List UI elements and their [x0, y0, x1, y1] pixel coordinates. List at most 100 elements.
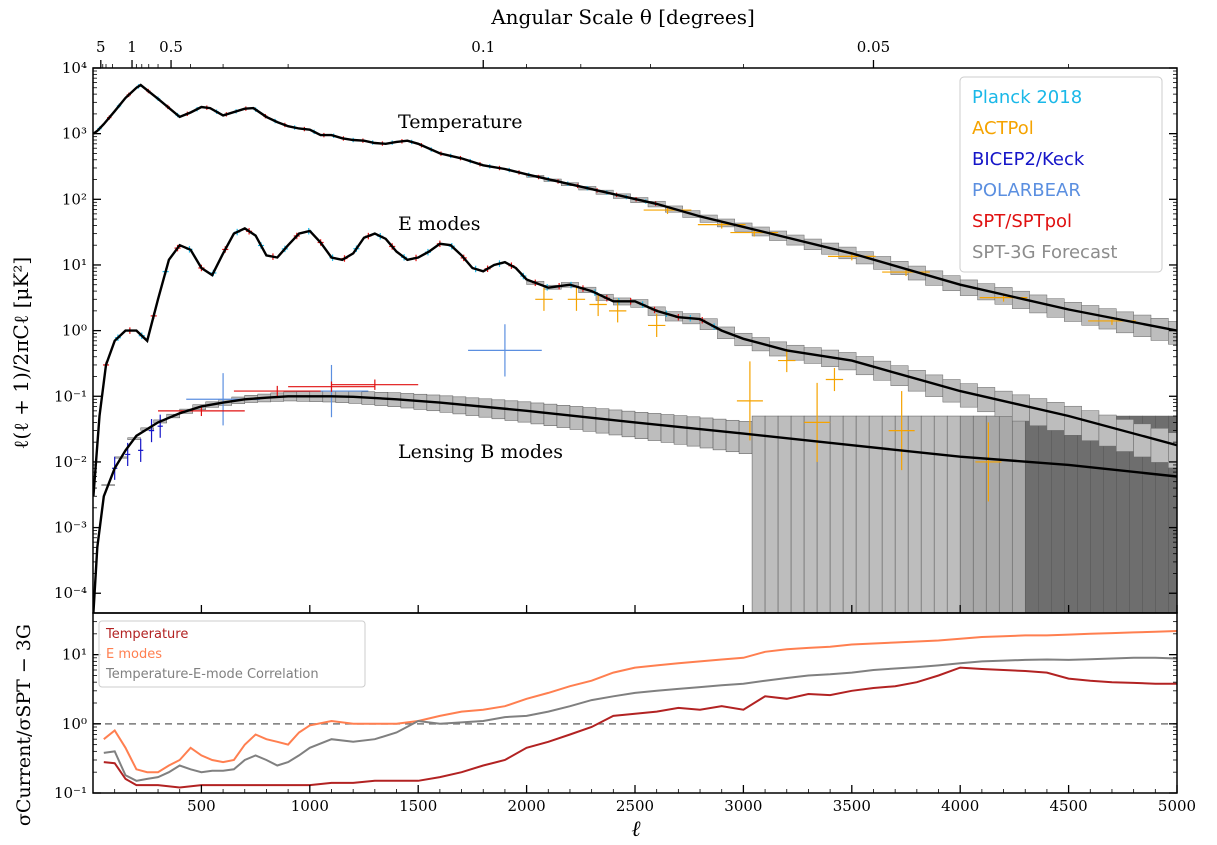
emode-forecast-band: [1081, 410, 1100, 441]
lensing-forecast-band: [582, 407, 597, 432]
main-y-tick-label: 10¹: [62, 256, 87, 274]
annotation-temperature: Temperature: [398, 111, 522, 133]
lensing-forecast-band: [647, 413, 662, 441]
lensing-forecast-band: [998, 415, 1013, 613]
ratio-curves: [103, 630, 1177, 789]
top-tick-label: 5: [96, 38, 106, 56]
lensing-forecast-band: [725, 419, 740, 453]
theory-curve-lensing-b-modes: [93, 395, 1177, 613]
main-y-ticks: 10⁻⁴ 10⁻³ 10⁻² 10⁻¹ 10⁰ 10¹ 10² 10³ 10⁴: [54, 59, 1177, 602]
x-tick-label: 4000: [941, 797, 979, 815]
top-axis-label: Angular Scale θ [degrees]: [490, 5, 755, 29]
emode-forecast-band: [1011, 394, 1030, 422]
lensing-forecast-band: [816, 415, 831, 613]
legend-spt-3g-forecast: SPT-3G Forecast: [972, 242, 1117, 263]
emode-forecast-band: [1098, 414, 1117, 447]
x-tick-label: 2000: [508, 797, 546, 815]
lensing-forecast-band: [881, 415, 896, 613]
x-tick-label: 1000: [291, 797, 329, 815]
theory-curves: [93, 83, 1177, 613]
ratio-y-tick-label: 10¹: [62, 646, 87, 664]
lensing-forecast-band: [803, 415, 818, 613]
emode-forecast-band: [1168, 432, 1177, 469]
lensing-forecast-band: [933, 415, 948, 613]
lensing-forecast-band: [1037, 415, 1052, 613]
lensing-forecast-band: [959, 415, 974, 613]
theory-curve-temperature: [93, 83, 1177, 332]
lensing-forecast-band: [972, 415, 987, 613]
ratio-curve-temperature: [103, 666, 1177, 789]
main-legend-box: [959, 76, 1163, 273]
main-y-tick-label: 10³: [62, 125, 87, 143]
emode-forecast-band: [994, 390, 1013, 417]
lensing-forecast-band: [764, 415, 779, 613]
main-y-tick-label: 10⁻⁴: [54, 584, 87, 602]
main-y-axis-label: ℓ(ℓ + 1)/2πCℓ [μK²]: [9, 257, 33, 449]
ratio-y-ticks: 10⁻¹ 10⁰ 10¹: [54, 621, 1177, 802]
lensing-forecast-band: [946, 415, 961, 613]
legend-spt-sptpol: SPT/SPTpol: [972, 211, 1072, 232]
ratio-curve-temperature-e-mode-correlation: [103, 656, 1177, 782]
x-tick-label: 3000: [724, 797, 762, 815]
annotation-lensing-b-modes: Lensing B modes: [398, 441, 563, 463]
legend-ratio-te-correlation: Temperature-E-mode Correlation: [105, 667, 319, 682]
emode-forecast-band: [1133, 423, 1152, 458]
annotation-e-modes: E modes: [398, 213, 481, 235]
main-y-tick-label: 10⁻²: [54, 453, 87, 471]
x-tick-label: 5000: [1158, 797, 1196, 815]
ratio-legend: Temperature E modes Temperature-E-mode C…: [98, 620, 366, 688]
x-ticks: 500 1000 1500 2000 2500 3000 3500 4000 4500 5000: [114, 605, 1196, 815]
x-axis-label: ℓ: [631, 817, 641, 842]
x-tick-label: 1500: [399, 797, 437, 815]
main-y-tick-label: 10⁰: [62, 322, 87, 340]
lensing-forecast-band: [751, 415, 766, 613]
temperature-forecast-band: [1168, 321, 1177, 345]
top-angular-ticks: 5 1 0.5 0.1 0.05: [96, 38, 1069, 68]
main-y-tick-label: 10⁴: [62, 59, 87, 77]
legend-ratio-e-modes: E modes: [106, 647, 162, 662]
lensing-forecast-band: [621, 410, 636, 438]
lensing-forecast-band: [569, 406, 584, 430]
main-y-tick-label: 10⁻¹: [54, 387, 87, 405]
top-tick-label: 1: [127, 38, 137, 56]
lensing-forecast-band: [595, 408, 610, 434]
main-y-tick-label: 10²: [62, 190, 87, 208]
legend-actpol: ACTPol: [972, 118, 1034, 139]
lensing-forecast-band: [1051, 415, 1065, 613]
legend-planck-2018: Planck 2018: [972, 87, 1082, 108]
lensing-forecast-band: [634, 412, 649, 439]
lensing-forecast-band: [660, 414, 675, 443]
lensing-forecast-band: [1011, 415, 1026, 613]
lensing-forecast-band: [777, 415, 792, 613]
legend-ratio-temperature: Temperature: [105, 627, 188, 642]
lensing-forecast-band: [673, 415, 688, 445]
main-legend: Planck 2018 ACTPol BICEP2/Keck POLARBEAR…: [959, 76, 1163, 273]
top-tick-label: 0.1: [471, 38, 495, 56]
emode-forecast-band: [1064, 405, 1082, 436]
top-tick-label: 0.5: [159, 38, 183, 56]
x-tick-label: 3500: [833, 797, 871, 815]
lensing-forecast-band: [686, 416, 701, 447]
legend-polarbear: POLARBEAR: [972, 180, 1081, 201]
emode-forecast-band: [1150, 428, 1169, 463]
emode-forecast-band: [1029, 398, 1048, 426]
emode-forecast-band: [1116, 419, 1134, 452]
ratio-y-tick-label: 10⁰: [62, 715, 87, 733]
ratio-curve-e-modes: [103, 630, 1177, 774]
top-tick-label: 0.05: [857, 38, 890, 56]
main-y-tick-label: 10⁻³: [54, 519, 87, 537]
x-tick-label: 2500: [616, 797, 654, 815]
main-panel: 10⁻⁴ 10⁻³ 10⁻² 10⁻¹ 10⁰ 10¹ 10² 10³ 10⁴ 5 1 0.5 0.1…: [54, 38, 1178, 614]
lensing-forecast-band: [907, 415, 922, 613]
lensing-forecast-band: [790, 415, 805, 613]
lensing-forecast-band: [712, 418, 727, 451]
theory-curve-e-modes: [93, 227, 1177, 497]
ratio-y-tick-label: 10⁻¹: [54, 784, 87, 802]
x-tick-label: 4500: [1050, 797, 1088, 815]
lensing-forecast-band: [1064, 415, 1078, 613]
lensing-forecast-band: [1024, 415, 1039, 613]
ratio-panel: 10⁻¹ 10⁰ 10¹ 500 1000 1500 2000 2500 3000 3500 40…: [54, 605, 1196, 815]
lensing-forecast-band: [829, 415, 844, 613]
x-tick-label: 500: [187, 797, 216, 815]
